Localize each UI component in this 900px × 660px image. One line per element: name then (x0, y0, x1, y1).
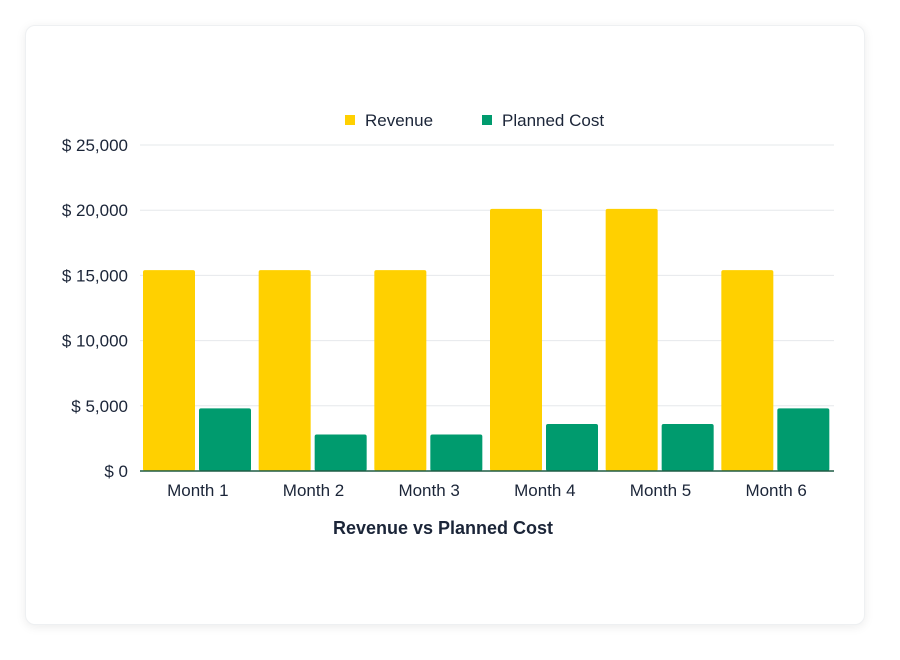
x-tick-label: Month 2 (283, 481, 344, 500)
bars (143, 208, 830, 471)
chart-title: Revenue vs Planned Cost (333, 518, 553, 538)
legend: Revenue Planned Cost (345, 111, 604, 130)
y-tick-label: $ 20,000 (62, 201, 128, 220)
legend-swatch (345, 115, 355, 125)
bar-revenue (605, 208, 658, 471)
y-tick-label: $ 0 (104, 462, 128, 481)
x-tick-label: Month 1 (167, 481, 228, 500)
bar-planned-cost (199, 408, 251, 471)
y-tick-label: $ 25,000 (62, 136, 128, 155)
bar-planned-cost (430, 434, 483, 471)
gridlines (140, 144, 834, 407)
bar-planned-cost (777, 408, 830, 471)
legend-swatch (482, 115, 492, 125)
y-tick-label: $ 15,000 (62, 266, 128, 285)
bar-planned-cost (314, 434, 367, 471)
x-tick-label: Month 6 (745, 481, 806, 500)
x-tick-label: Month 5 (630, 481, 691, 500)
bar-revenue (374, 270, 427, 471)
bar-revenue (258, 270, 311, 471)
x-tick-label: Month 3 (398, 481, 459, 500)
legend-label: Planned Cost (502, 111, 604, 130)
bar-planned-cost (661, 424, 714, 471)
y-tick-label: $ 5,000 (71, 397, 128, 416)
bar-planned-cost (546, 424, 598, 471)
bar-revenue (143, 270, 195, 471)
legend-label: Revenue (365, 111, 433, 130)
bar-revenue (490, 208, 542, 471)
y-tick-label: $ 10,000 (62, 332, 128, 351)
x-tick-label: Month 4 (514, 481, 575, 500)
y-axis-ticks: $ 0 $ 5,000 $ 10,000 $ 15,000 $ 20,000 $ 25,0… (62, 136, 128, 481)
bar-revenue (721, 270, 774, 471)
x-axis-labels: Month 1 Month 2 Month 3 Month 4 Month 5 Month… (167, 481, 807, 500)
